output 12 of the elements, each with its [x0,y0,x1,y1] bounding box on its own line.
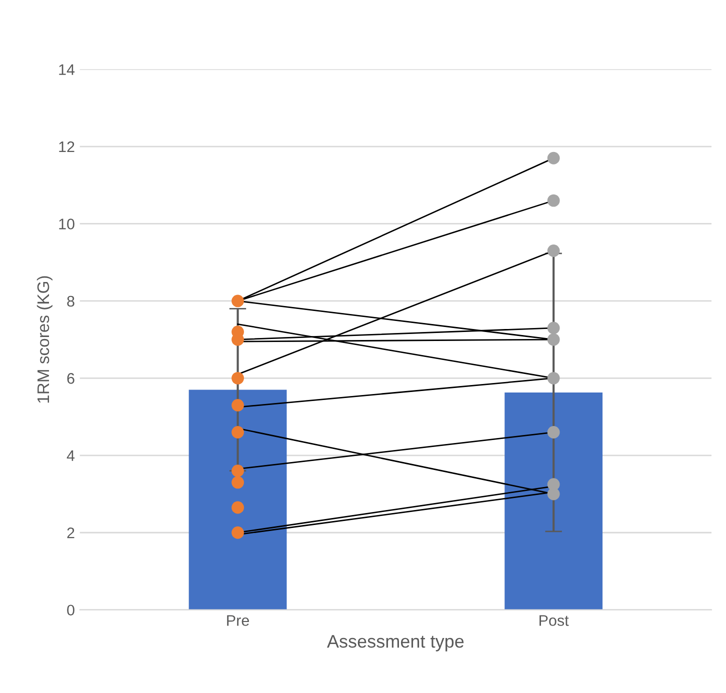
y-axis-title: 1RM scores (KG) [36,276,52,403]
y-tick-label: 0 [67,604,74,616]
y-tick-label: 4 [66,450,75,461]
y-tick-label: 8 [67,296,74,307]
x-tick-label: Pre [227,615,249,626]
y-tick-label: 14 [59,64,75,75]
x-axis-title: Assessment type [326,635,464,652]
x-tick-label: Post [540,615,569,626]
y-tick-label: 12 [59,141,74,152]
y-tick-label: 10 [59,218,74,230]
y-tick-label: 6 [67,373,74,384]
y-tick-label: 2 [67,527,74,538]
